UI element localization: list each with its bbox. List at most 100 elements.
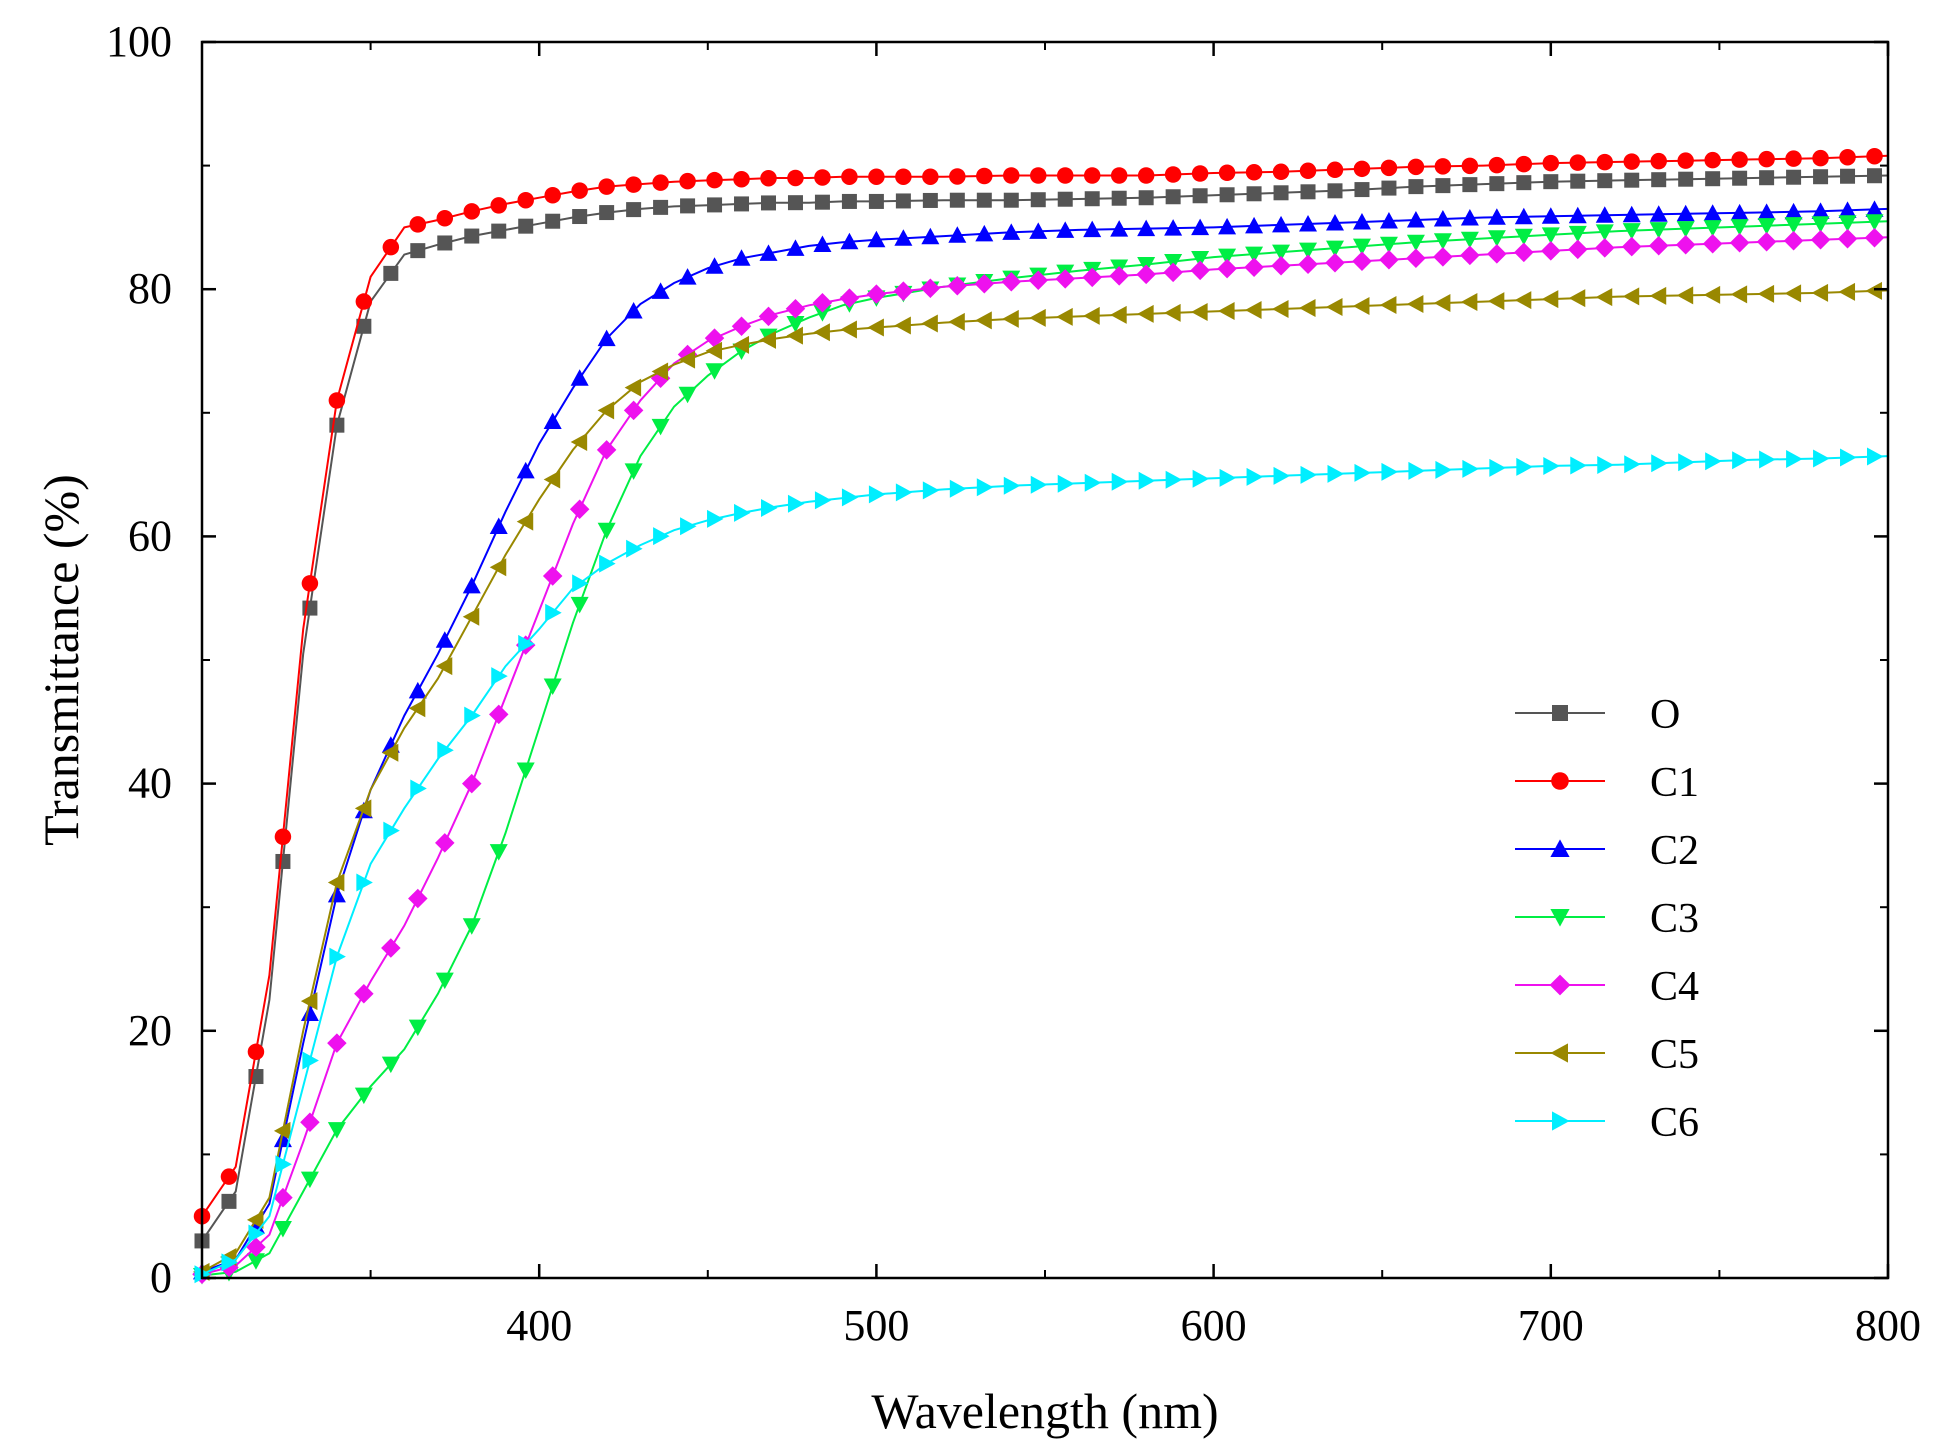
data-point — [759, 244, 778, 261]
data-point — [1406, 295, 1424, 314]
data-point — [1408, 461, 1425, 480]
data-point — [1271, 255, 1291, 276]
data-point — [221, 1193, 237, 1209]
data-point — [273, 1121, 291, 1140]
data-point — [1245, 164, 1263, 181]
x-tick-label: 800 — [1855, 1301, 1921, 1350]
data-point — [759, 330, 776, 349]
data-point — [1487, 244, 1507, 264]
data-point — [678, 350, 696, 369]
data-point — [1622, 205, 1641, 223]
data-point — [273, 1130, 292, 1148]
data-point — [813, 305, 832, 322]
data-point — [895, 193, 911, 209]
data-point — [787, 494, 805, 513]
data-point — [922, 481, 940, 500]
data-point — [1164, 166, 1182, 183]
data-point — [1084, 191, 1100, 207]
data-point — [1406, 248, 1426, 269]
data-point — [893, 281, 914, 301]
data-point — [625, 176, 642, 193]
data-point — [491, 667, 508, 686]
series-line — [201, 174, 1889, 1242]
data-point — [733, 170, 750, 188]
data-point — [1675, 234, 1696, 255]
data-point — [1676, 221, 1695, 238]
data-point — [1649, 205, 1668, 222]
data-point — [1111, 190, 1127, 206]
data-point — [651, 362, 669, 381]
data-point — [1487, 292, 1505, 311]
legend-item-c5: C5 — [1515, 1032, 1699, 1078]
series-c1 — [193, 147, 1889, 1225]
data-point — [489, 844, 508, 861]
data-point — [1191, 251, 1210, 268]
data-point — [1648, 235, 1669, 256]
data-point — [1272, 215, 1291, 233]
data-point — [895, 483, 913, 502]
data-point — [517, 191, 534, 209]
data-point — [1785, 150, 1802, 167]
data-point — [680, 517, 697, 536]
data-point — [814, 491, 832, 510]
data-point — [1651, 454, 1668, 473]
data-point — [1732, 451, 1749, 470]
data-point — [1406, 234, 1425, 252]
data-point — [1516, 457, 1533, 476]
data-point — [1327, 183, 1343, 199]
data-point — [1595, 238, 1615, 258]
data-point — [462, 576, 481, 594]
data-point — [1002, 309, 1019, 328]
data-point — [1352, 251, 1372, 272]
data-point — [840, 320, 857, 339]
data-point — [839, 288, 860, 308]
data-point — [543, 470, 561, 489]
data-point — [1676, 204, 1695, 222]
data-point — [1570, 456, 1587, 475]
data-point — [1245, 246, 1264, 264]
data-point — [1273, 466, 1291, 485]
data-point — [1811, 283, 1829, 302]
data-point — [1300, 465, 1318, 484]
data-point — [1812, 149, 1829, 167]
data-point — [626, 202, 642, 218]
data-point — [651, 282, 670, 299]
data-point — [1595, 206, 1614, 223]
data-point — [516, 762, 535, 780]
data-point — [410, 243, 426, 259]
data-point — [1379, 296, 1397, 315]
data-point — [1325, 240, 1344, 258]
data-point — [1433, 294, 1451, 313]
data-point — [1083, 306, 1100, 325]
data-point — [516, 512, 534, 531]
data-point — [760, 195, 776, 211]
data-point — [734, 196, 750, 212]
data-point — [868, 485, 886, 504]
data-point — [1381, 462, 1398, 481]
data-point — [974, 274, 995, 294]
data-point — [516, 461, 535, 479]
data-point — [248, 1224, 265, 1243]
data-point — [382, 238, 400, 256]
data-point — [1621, 236, 1642, 257]
data-point — [841, 193, 857, 209]
data-point — [1866, 147, 1883, 165]
data-point — [1813, 169, 1829, 185]
data-point — [1381, 180, 1397, 196]
data-point — [868, 168, 885, 185]
data-point — [463, 203, 481, 220]
data-point — [435, 657, 453, 676]
data-point — [812, 293, 833, 313]
data-point — [383, 265, 399, 281]
data-point — [1298, 254, 1318, 274]
data-point — [1057, 191, 1073, 207]
data-point — [221, 1253, 238, 1272]
data-point — [787, 195, 803, 211]
data-point — [490, 197, 507, 214]
data-point — [1272, 299, 1289, 318]
data-point — [975, 224, 994, 242]
data-point — [571, 182, 588, 199]
data-point — [1624, 455, 1641, 474]
legend-marker — [1551, 772, 1569, 790]
data-point — [1865, 281, 1883, 300]
